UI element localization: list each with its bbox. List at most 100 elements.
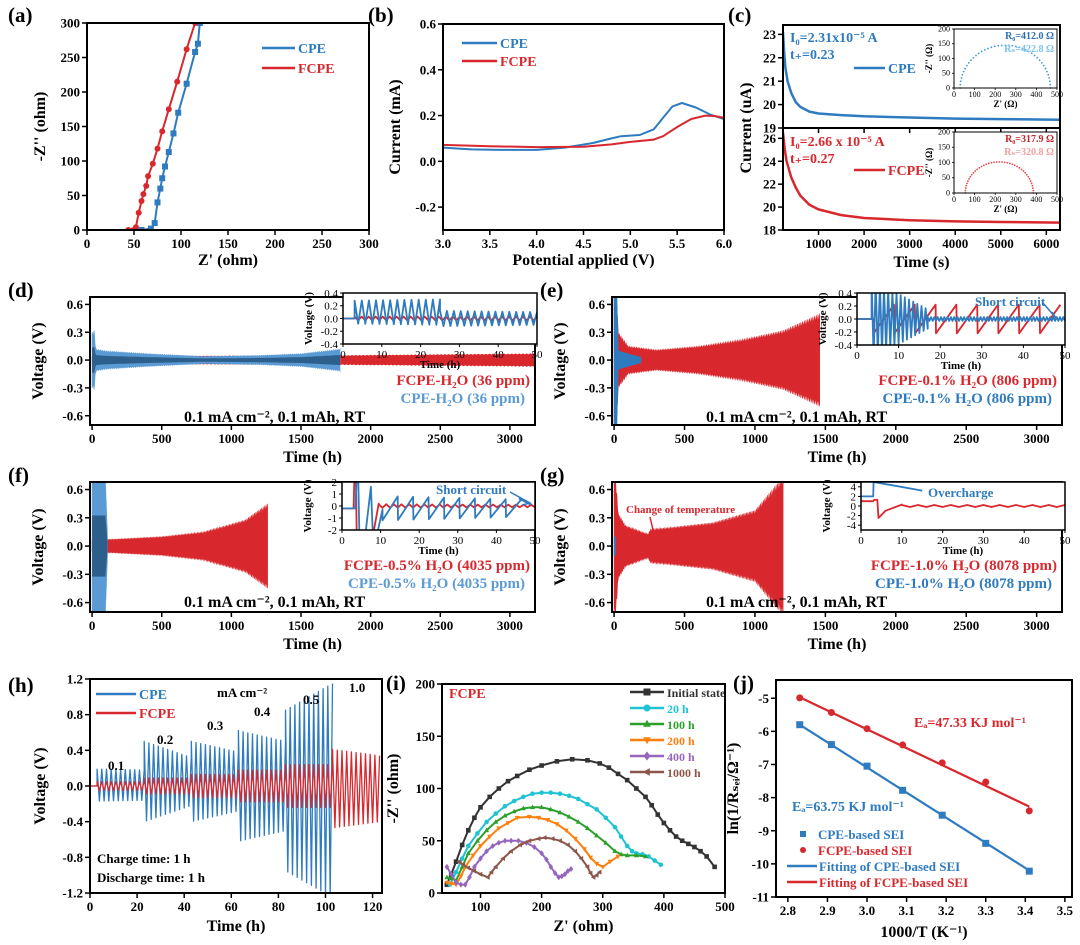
triangle-left-marker [596, 869, 602, 875]
x-axis-label: Z' (ohm) [554, 918, 614, 935]
x-tick-label: 50 [1060, 350, 1072, 362]
x-tick-label: 500 [1051, 195, 1063, 204]
impedance-point [1048, 77, 1051, 79]
y-tick-label: -0.3 [584, 567, 605, 582]
impedance-point [1028, 177, 1031, 180]
x-tick-label: 200 [532, 899, 552, 914]
x-tick-label: 4.0 [529, 236, 545, 251]
x-tick-label: 40 [178, 899, 191, 914]
impedance-point [1018, 46, 1021, 49]
triangle-left-marker [517, 842, 523, 848]
impedance-point [1044, 67, 1047, 70]
square-marker [585, 757, 590, 763]
square-marker [679, 838, 685, 844]
x-axis-label: Time (s) [893, 254, 949, 271]
y-tick-label: 0.0 [67, 779, 83, 794]
inset-data [342, 482, 535, 530]
triangle-up-marker [557, 809, 563, 815]
circle-marker [154, 145, 161, 152]
square-marker [667, 828, 673, 833]
plot-frame [441, 683, 726, 894]
triangle-up-marker [624, 852, 630, 858]
annotation: I₀=2.31x10⁻⁵ A [790, 31, 878, 46]
panel-d-axes: 0 500 1000 1500 2000 2500 3000 -0.6 -0.3 0.0 0.3 0.… [30, 296, 536, 466]
y-tick-label: -1 [328, 513, 337, 525]
circle-marker [548, 790, 554, 795]
triangle-left-marker [587, 870, 593, 876]
circle-marker [1025, 807, 1033, 815]
y-axis-label: Current (mA) [387, 79, 404, 174]
inset-annotation: R₀=412.0 Ω [1005, 31, 1054, 42]
y-tick-label: -11 [752, 890, 769, 905]
y-tick-label: 0 [332, 501, 338, 513]
x-tick-label: 6000 [1033, 236, 1059, 251]
y-tick-label: 0 [74, 223, 81, 238]
diamond-marker [539, 850, 544, 857]
triangle-left-marker [590, 874, 596, 880]
series-line-cpe [141, 23, 201, 230]
x-tick-label: 2500 [953, 618, 979, 633]
x-tick-label: 1500 [288, 618, 314, 633]
x-tick-label: 5000 [988, 236, 1014, 251]
impedance-point [1047, 73, 1050, 76]
inset-series [343, 298, 537, 328]
y-tick-label: 200 [938, 24, 950, 33]
x-tick-label: 10 [893, 350, 905, 362]
circle-marker [643, 704, 651, 712]
y-tick-label: 100 [938, 158, 950, 167]
triangle-up-marker [484, 827, 490, 833]
legend-label: CPE [888, 62, 916, 77]
triangle-down-marker [448, 881, 454, 887]
test-condition: 0.1 mA cm⁻², 0.1 mAh, RT [706, 594, 887, 611]
x-tick-label: 2500 [427, 431, 453, 446]
legend-label: CPE [298, 42, 326, 57]
triangle-down-marker [563, 828, 569, 834]
y-tick-label: 0 [851, 501, 857, 513]
y-axis-label: -Z'' (Ω) [924, 44, 934, 73]
square-marker [649, 802, 654, 808]
circle-marker [465, 843, 471, 849]
x-tick-label: 1000 [806, 236, 832, 251]
y-tick-label: 20 [763, 97, 776, 112]
x-tick-label: 20 [935, 350, 947, 362]
impedance-point [975, 54, 977, 57]
circle-marker [453, 869, 459, 875]
y-tick-label: 50 [942, 69, 950, 78]
impedance-point [1032, 189, 1035, 192]
square-marker [539, 763, 544, 768]
y-tick-label: 22 [763, 50, 776, 65]
triangle-up-marker [502, 812, 508, 818]
y-tick-label: 4 [851, 482, 857, 494]
triangle-up-marker [643, 719, 651, 727]
y-tick-label: 0.8 [67, 707, 84, 722]
diamond-marker [516, 837, 521, 844]
circle-marker [539, 790, 544, 795]
y-tick-label: -0.6 [62, 408, 83, 423]
square-marker [712, 864, 717, 870]
diamond-marker [448, 871, 454, 878]
x-tick-label: 2000 [358, 431, 384, 446]
y-tick-label: 200 [938, 127, 950, 136]
impedance-point [982, 164, 985, 167]
x-tick-label: 20 [414, 535, 426, 547]
circle-marker [585, 801, 590, 807]
diamond-marker [559, 873, 565, 880]
x-tick-label: 1500 [812, 431, 838, 446]
x-tick-label: 300 [593, 899, 613, 914]
legend-label: FCPE [298, 62, 335, 77]
impedance-point [966, 182, 968, 185]
series-label: FCPE-H₂O (36 ppm) [396, 373, 530, 389]
square-marker [478, 805, 483, 810]
panel-j-axes: 2.8 2.9 3.0 3.1 3.2 3.3 3.4 3.5 -11 -10 -9 -8 -7 -6 -5… [725, 679, 1074, 941]
x-tick-label: 400 [654, 899, 674, 914]
y-tick-label: -0.4 [835, 340, 853, 352]
square-marker [194, 40, 201, 47]
y-tick-label: -0.8 [62, 850, 83, 865]
y-tick-label: 0.6 [420, 17, 437, 32]
y-tick-label: 26 [763, 131, 777, 146]
impedance-point [1013, 164, 1016, 167]
impedance-point [1031, 184, 1034, 187]
legend-label: 20 h [667, 702, 689, 716]
activation-energy-label: Eₐ=63.75 KJ mol⁻¹ [792, 800, 904, 815]
plot-frame [611, 296, 1063, 426]
